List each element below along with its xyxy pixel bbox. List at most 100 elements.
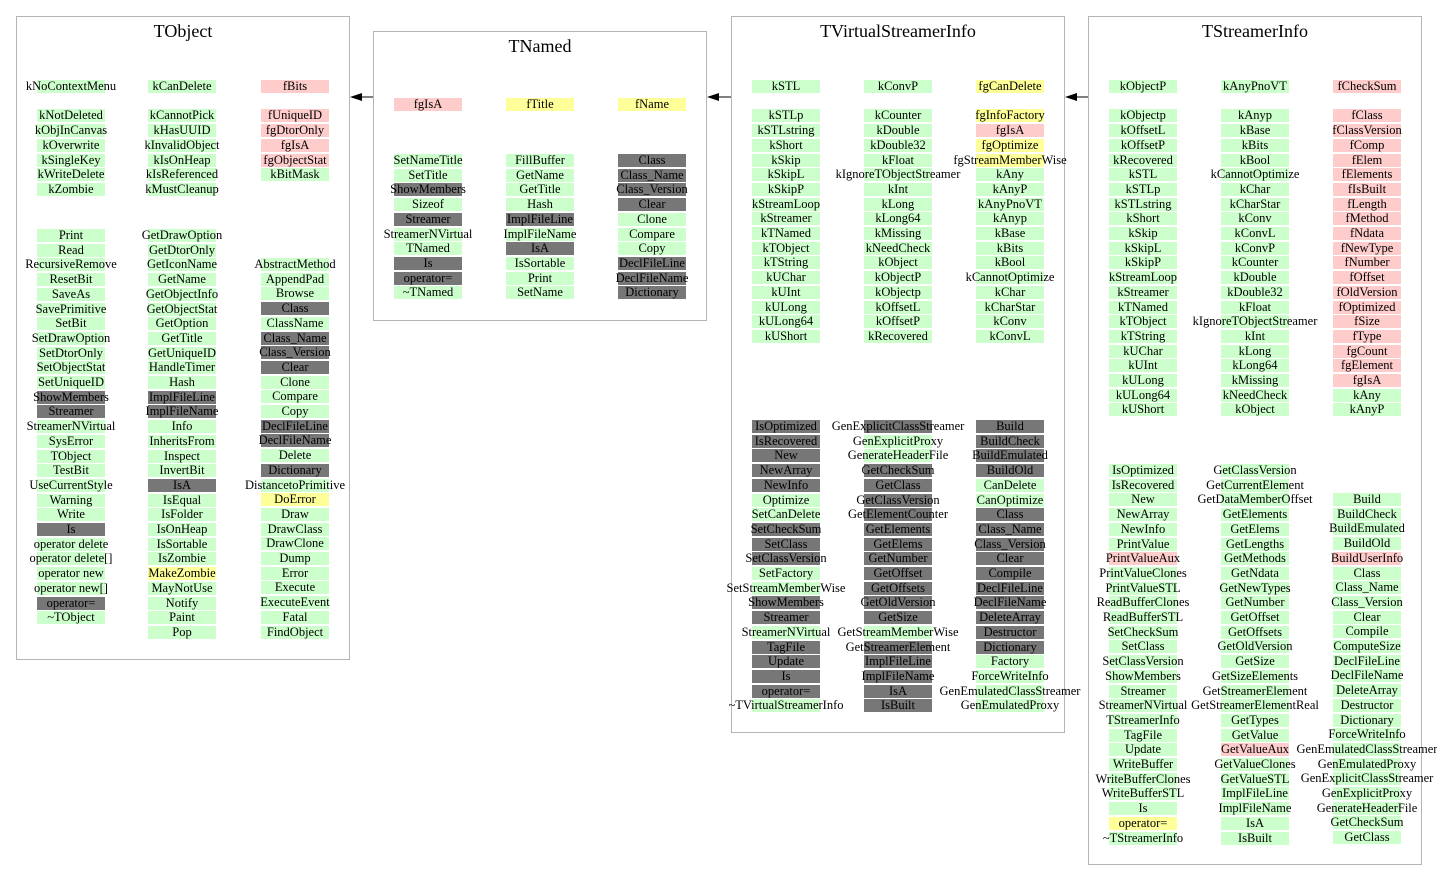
member-label: Is	[1138, 801, 1148, 816]
member-isoptimized: IsOptimized	[1109, 464, 1177, 477]
member-label: Info	[171, 419, 193, 434]
member-label: Clone	[280, 374, 310, 389]
member-label: operator new	[38, 566, 104, 581]
member-getclassversion: GetClassVersion	[1213, 464, 1297, 477]
member-label: Copy	[281, 404, 309, 418]
member-handletimer: HandleTimer	[148, 361, 216, 375]
member-label: kUShort	[764, 328, 808, 343]
member-class: Class	[261, 302, 329, 316]
member-label: operator=	[1118, 815, 1168, 830]
member-fsize: fSize	[1333, 315, 1401, 329]
member-optimize: Optimize	[752, 493, 820, 507]
member-update: Update	[752, 655, 820, 669]
member-label: AbstractMethod	[254, 257, 336, 271]
member-buildold: BuildOld	[1333, 537, 1401, 551]
member-kignoretobjectstreamer: kIgnoreTObjectStreamer	[836, 168, 960, 182]
member-kneedcheck: kNeedCheck	[1221, 388, 1289, 402]
member-label: Delete	[278, 448, 312, 463]
member-kbitmask: kBitMask	[261, 168, 329, 182]
member-label: kDouble32	[870, 137, 926, 152]
member-getclassversion: GetClassVersion	[856, 493, 940, 507]
member-kcharstar: kCharStar	[976, 300, 1044, 314]
member-kbase: kBase	[976, 227, 1044, 240]
member-label: Is	[66, 522, 76, 536]
member-label: Compare	[629, 226, 675, 241]
member-setobjectstat: SetObjectStat	[37, 361, 105, 375]
member-getchecksum: GetCheckSum	[862, 464, 934, 478]
member-classname: ClassName	[261, 316, 329, 330]
member-khasuuid: kHasUUID	[148, 124, 216, 138]
member-label: DeleteArray	[979, 610, 1041, 625]
member-label: kUShort	[1121, 402, 1165, 417]
member-getclass: GetClass	[864, 478, 932, 492]
member-kcannotoptimize: kCannotOptimize	[1211, 168, 1299, 182]
member-gettypes: GetTypes	[1221, 713, 1289, 727]
member-label: fClassVersion	[1332, 123, 1402, 138]
member-operator: operator=	[37, 595, 105, 610]
member-label: NewArray	[1116, 507, 1170, 522]
member-label: operator=	[46, 595, 96, 610]
member-label: fOffset	[1349, 270, 1385, 285]
member-genexplicitproxy: GenExplicitProxy	[853, 434, 943, 448]
member-label: kAnyp	[992, 211, 1028, 226]
member-label: GetDataMemberOffset	[1197, 492, 1313, 507]
member-copy: Copy	[261, 405, 329, 418]
member-getoldversion: GetOldVersion	[1218, 640, 1293, 654]
member-label: DeclFileLine	[262, 418, 328, 433]
member-koffsetl: kOffsetL	[1109, 124, 1177, 138]
member-setdtoronly: SetDtorOnly	[37, 346, 105, 360]
member-issortable: IsSortable	[506, 256, 574, 270]
member-kanyp: kAnyP	[976, 182, 1044, 196]
member-label: PrintValue	[1116, 536, 1170, 551]
member-getdatamemberoffset: GetDataMemberOffset	[1198, 493, 1313, 507]
member-label: kTString	[1120, 328, 1166, 343]
member-label: Print	[58, 228, 84, 242]
member-label: fgElement	[1340, 358, 1394, 373]
member-label: IsRecovered	[1111, 477, 1175, 492]
member-label: GenExplicitProxy	[1321, 786, 1413, 800]
member-label: kLong	[881, 196, 915, 211]
member-label: ShowMembers	[33, 389, 109, 404]
member-implfilename: ImplFileName	[1219, 802, 1291, 816]
member-kcounter: kCounter	[864, 109, 932, 123]
member-kneedcheck: kNeedCheck	[864, 241, 932, 255]
member-label: BuildOld	[986, 463, 1034, 478]
member-label: TagFile	[1123, 727, 1162, 742]
member-label: Class_Version	[974, 536, 1046, 551]
member-label: kUInt	[1128, 358, 1158, 373]
member-label: ComputeSize	[1333, 639, 1401, 653]
member-label: ReadBufferClones	[1096, 595, 1190, 610]
member-label: operator delete	[33, 536, 109, 551]
member-operator-new: operator new[]	[34, 581, 108, 595]
member-label: GetDrawOption	[141, 228, 223, 242]
member-fillbuffer: FillBuffer	[506, 154, 574, 167]
member-class-name: Class_Name	[1333, 581, 1401, 595]
member-genemulatedclassstreamer: GenEmulatedClassStreamer	[940, 684, 1080, 698]
member-candelete: CanDelete	[976, 478, 1044, 492]
member-label: GetOption	[155, 316, 209, 331]
member-label: Class	[996, 507, 1024, 522]
member-error: Error	[261, 566, 329, 580]
member-label: kConvL	[989, 328, 1031, 343]
member-label: GetCurrentElement	[1206, 477, 1304, 492]
member-ktobject: kTObject	[1109, 315, 1177, 329]
member-isa: IsA	[148, 478, 216, 492]
member-label: fName	[634, 97, 669, 111]
member-foldversion: fOldVersion	[1333, 285, 1401, 299]
member-setclass: SetClass	[752, 537, 820, 551]
member-label: WriteBuffer	[1112, 757, 1174, 771]
member-newinfo: NewInfo	[752, 478, 820, 492]
member-write: Write	[37, 508, 105, 522]
member-label: Warning	[49, 492, 93, 507]
member-label: Is	[781, 668, 791, 683]
member-fgisa: fgIsA	[261, 138, 329, 152]
member-fnewtype: fNewType	[1333, 241, 1401, 255]
member-tvirtualstreamerinfo: ~TVirtualStreamerInfo	[729, 699, 844, 713]
class-title: TStreamerInfo	[1202, 21, 1308, 41]
member-label: kSkipP	[767, 181, 805, 196]
member-label: GetNumber	[1225, 595, 1285, 610]
member-label: ImplFileLine	[865, 654, 931, 669]
member-label: AppendPad	[265, 271, 325, 286]
member-label: MayNotUse	[151, 580, 213, 595]
member-label: TNamed	[406, 241, 450, 256]
